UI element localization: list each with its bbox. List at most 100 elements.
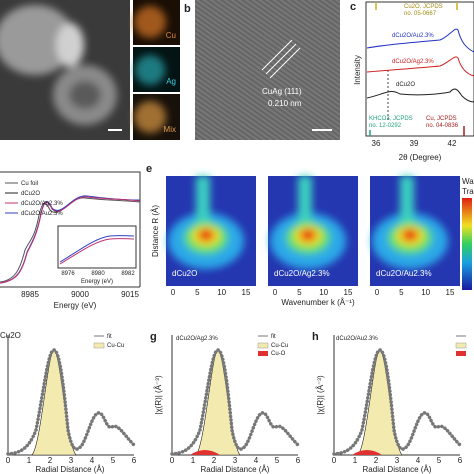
y-axis-label: Intensity xyxy=(353,55,362,85)
panel-label: e xyxy=(146,163,152,175)
axes xyxy=(0,171,141,287)
legend-label: Cu foil xyxy=(21,181,38,187)
x-tick-label: 1 xyxy=(191,456,196,465)
curve xyxy=(0,196,141,284)
y-axis-label: Distance R (Å) xyxy=(151,205,160,257)
x-tick-label: 8982 xyxy=(121,271,135,277)
plot-title: Cu2O xyxy=(0,331,21,340)
x-tick-label: 0 xyxy=(171,288,176,297)
inset-curve xyxy=(59,238,135,265)
x-tick-label: 6 xyxy=(458,456,463,465)
x-axis-label: Energy (eV) xyxy=(54,301,97,310)
x-tick-label: 15 xyxy=(242,288,251,297)
inset xyxy=(57,225,137,269)
x-tick-label: 15 xyxy=(344,288,353,297)
ref-label: no. 05-0667 xyxy=(404,11,437,17)
x-tick-label: 6 xyxy=(132,456,137,465)
plot-title: dCu2O/Au2.3% xyxy=(336,336,378,342)
ref-label: Cu, JCPDS xyxy=(426,116,457,122)
x-tick-label: 39 xyxy=(410,139,419,148)
curve xyxy=(366,88,474,103)
x-tick-label: 5 xyxy=(195,288,200,297)
x-tick-label: 1 xyxy=(353,456,358,465)
map-glow xyxy=(134,101,166,133)
map-label: Cu xyxy=(166,31,176,40)
x-tick-label: 9015 xyxy=(121,290,139,299)
particles xyxy=(0,5,117,125)
x-tick-label: 8976 xyxy=(61,271,75,277)
x-tick-label: 2 xyxy=(212,456,217,465)
curve-label: dCu2O/Ag2.3% xyxy=(392,59,434,65)
x-tick-label: 10 xyxy=(319,288,328,297)
panel-label: h xyxy=(312,331,319,343)
x-axis-label: 2θ (Degree) xyxy=(399,153,442,162)
x-tick-label: 5 xyxy=(275,456,280,465)
curve-label: dCu2O xyxy=(396,82,415,88)
map-glow xyxy=(135,55,165,85)
spacing-label: 0.210 nm xyxy=(268,99,302,108)
panel-label: c xyxy=(350,1,356,13)
legend xyxy=(93,335,467,356)
x-axis-label: Radial Distance (Å) xyxy=(36,465,105,474)
curve-label: dCu2O/Au2.3% xyxy=(392,33,434,39)
x-tick-label: 36 xyxy=(372,139,381,148)
x-tick-label: 2 xyxy=(48,456,53,465)
exafs-plot xyxy=(332,333,462,457)
colorbar-label: Wav xyxy=(462,177,474,186)
x-tick-label: 0 xyxy=(170,456,175,465)
hrtem-shade xyxy=(195,0,340,140)
ref-label: no. 04-0836 xyxy=(426,123,459,129)
x-tick-label: 0 xyxy=(332,456,337,465)
x-tick-label: 0 xyxy=(375,288,380,297)
legend-label: dCu2O/Au2.3% xyxy=(21,211,63,217)
x-axis-label: Radial Distance (Å) xyxy=(201,465,270,474)
axes xyxy=(365,1,474,137)
map-label: Mix xyxy=(164,125,176,134)
x-tick-label: 15 xyxy=(446,288,455,297)
legend-label: Cu-Cu xyxy=(271,343,288,349)
map-label: dCu2O/Au2.3% xyxy=(376,269,432,278)
x-tick-label: 4 xyxy=(254,456,259,465)
legend-label: dCu2O xyxy=(21,191,40,197)
lattice-lines xyxy=(261,39,301,79)
y-axis-label: |χ(R)| (Å⁻³) xyxy=(316,375,325,415)
cu-o-fill xyxy=(190,450,220,455)
x-tick-label: 3 xyxy=(69,456,74,465)
map-glow xyxy=(134,6,166,38)
ref-label: Cu2O, JCPDS xyxy=(404,4,443,10)
x-tick-label: 3 xyxy=(233,456,238,465)
curve xyxy=(366,28,474,53)
x-tick-label: 4 xyxy=(90,456,95,465)
x-tick-label: 42 xyxy=(448,139,457,148)
legend-label: fit xyxy=(107,334,112,340)
cu-o-fill xyxy=(352,450,382,455)
legend-label: fit xyxy=(271,334,276,340)
lattice-label: CuAg (111) xyxy=(262,87,302,96)
panel-label: g xyxy=(150,331,157,343)
map-label: dCu2O/Ag2.3% xyxy=(274,269,330,278)
x-tick-label: 8980 xyxy=(91,271,105,277)
x-tick-label: 5 xyxy=(111,456,116,465)
inset-x-label: Energy (eV) xyxy=(81,279,113,285)
legend xyxy=(5,182,18,214)
x-tick-label: 5 xyxy=(297,288,302,297)
x-axis-label: Radial Distance (Å) xyxy=(363,465,432,474)
x-tick-label: 0 xyxy=(273,288,278,297)
y-axis-label: |χ(R)| (Å⁻³) xyxy=(154,375,163,415)
x-tick-label: 2 xyxy=(374,456,379,465)
x-tick-label: 10 xyxy=(217,288,226,297)
x-axis-label: Wavenumber k (Å⁻¹) xyxy=(281,298,355,307)
x-tick-label: 0 xyxy=(6,456,11,465)
map-label: Ag xyxy=(166,77,176,86)
legend-label: Cu-O xyxy=(271,351,286,357)
x-tick-label: 5 xyxy=(437,456,442,465)
ref-label: KHCO3, JCPDS xyxy=(369,116,413,122)
ref-label: no. 12-0292 xyxy=(369,123,402,129)
colorbar xyxy=(462,198,472,290)
x-tick-label: 6 xyxy=(296,456,301,465)
exafs-plot xyxy=(6,333,136,457)
map-label: dCu2O xyxy=(172,269,197,278)
x-tick-label: 8985 xyxy=(21,290,39,299)
x-tick-label: 1 xyxy=(27,456,32,465)
